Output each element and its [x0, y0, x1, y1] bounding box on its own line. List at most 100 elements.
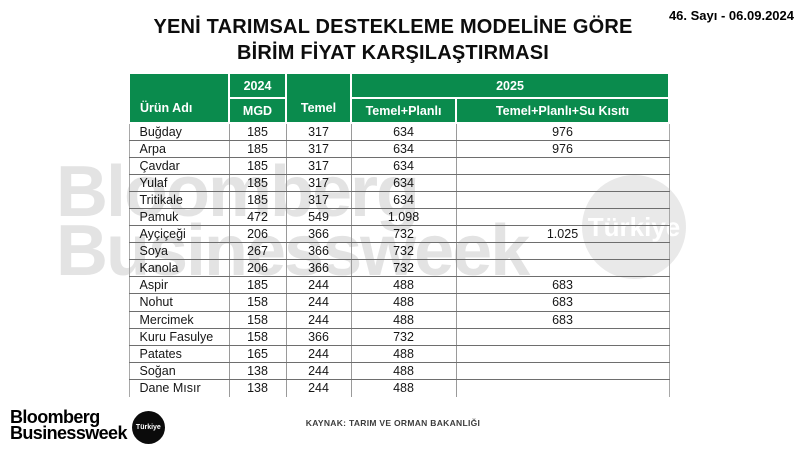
table-row: Aspir 185 244 488 683: [128, 276, 670, 295]
table-row: Soya 267 366 732: [128, 242, 670, 261]
table-row: Kuru Fasulye 158 366 732: [128, 328, 670, 346]
cell-temel-planli-su: 683: [455, 276, 670, 295]
cell-product: Mercimek: [128, 311, 229, 329]
table-row: Ayçiçeği 206 366 732 1.025: [128, 225, 670, 244]
cell-temel-planli: 732: [350, 328, 456, 346]
cell-mgd-2024: 138: [228, 362, 286, 380]
price-comparison-table: Ürün Adı 2024 Temel 2025 MGD Temel+Planl…: [128, 72, 670, 397]
cell-temel-planli: 488: [350, 276, 456, 295]
cell-product: Tritikale: [128, 191, 229, 209]
cell-mgd-2024: 158: [228, 293, 286, 312]
cell-temel: 244: [285, 311, 351, 329]
cell-product: Kuru Fasulye: [128, 328, 229, 346]
table-header: Ürün Adı 2024 Temel 2025 MGD Temel+Planl…: [128, 72, 670, 124]
cell-product: Kanola: [128, 259, 229, 278]
cell-temel: 366: [285, 328, 351, 346]
cell-product: Ayçiçeği: [128, 225, 229, 244]
cell-temel-planli: 1.098: [350, 208, 456, 227]
cell-mgd-2024: 185: [228, 191, 286, 209]
source-note: KAYNAK: TARIM VE ORMAN BAKANLIĞI: [305, 418, 481, 428]
cell-mgd-2024: 165: [228, 345, 286, 363]
cell-temel-planli: 732: [350, 259, 456, 278]
logo-line-2: Businessweek: [10, 422, 127, 443]
cell-temel-planli-su: [455, 379, 670, 397]
cell-temel-planli-su: [455, 157, 670, 175]
cell-temel-planli-su: 976: [455, 123, 670, 141]
cell-mgd-2024: 138: [228, 379, 286, 397]
table-row: Patates 165 244 488: [128, 345, 670, 363]
title-line-1: YENİ TARIMSAL DESTEKLEME MODELİNE GÖRE: [153, 16, 633, 38]
cell-temel-planli: 634: [350, 140, 456, 158]
table-row: Arpa 185 317 634 976: [128, 140, 670, 158]
cell-temel-planli: 488: [350, 379, 456, 397]
col-header-mgd: MGD: [228, 97, 287, 124]
cell-temel: 549: [285, 208, 351, 227]
cell-temel: 366: [285, 225, 351, 244]
cell-temel: 317: [285, 191, 351, 209]
cell-temel-planli: 488: [350, 362, 456, 380]
issue-date: 46. Sayı - 06.09.2024: [668, 8, 794, 23]
cell-mgd-2024: 206: [228, 225, 286, 244]
table-row: Mercimek 158 244 488 683: [128, 311, 670, 329]
cell-temel: 244: [285, 345, 351, 363]
bloomberg-businessweek-logo: Bloomberg Businessweek Türkiye: [10, 405, 165, 444]
cell-temel-planli-su: [455, 328, 670, 346]
cell-mgd-2024: 158: [228, 328, 286, 346]
cell-mgd-2024: 206: [228, 259, 286, 278]
cell-temel: 244: [285, 276, 351, 295]
logo-line-1: Bloomberg: [10, 406, 100, 427]
cell-temel: 317: [285, 140, 351, 158]
cell-temel-planli: 732: [350, 225, 456, 244]
title-line-2: BİRİM FİYAT KARŞILAŞTIRMASI: [236, 42, 550, 64]
cell-product: Çavdar: [128, 157, 229, 175]
cell-product: Arpa: [128, 140, 229, 158]
cell-temel-planli-su: [455, 259, 670, 278]
cell-product: Aspir: [128, 276, 229, 295]
table-row: Dane Mısır 138 244 488: [128, 379, 670, 397]
col-header-temel-planli-su: Temel+Planlı+Su Kısıtı: [455, 97, 670, 124]
table-row: Tritikale 185 317 634: [128, 191, 670, 209]
cell-temel-planli-su: 1.025: [455, 225, 670, 244]
cell-temel: 244: [285, 293, 351, 312]
col-group-2025: 2025: [350, 72, 670, 99]
table-row: Yulaf 185 317 634: [128, 174, 670, 192]
cell-temel-planli-su: [455, 345, 670, 363]
col-header-temel-planli: Temel+Planlı: [350, 97, 457, 124]
cell-temel: 366: [285, 242, 351, 261]
cell-product: Patates: [128, 345, 229, 363]
table-row: Soğan 138 244 488: [128, 362, 670, 380]
cell-temel: 317: [285, 157, 351, 175]
cell-temel-planli: 634: [350, 157, 456, 175]
cell-product: Nohut: [128, 293, 229, 312]
col-header-temel: Temel: [285, 72, 352, 124]
table-row: Nohut 158 244 488 683: [128, 293, 670, 312]
cell-mgd-2024: 185: [228, 157, 286, 175]
cell-temel: 317: [285, 174, 351, 192]
table-body: Buğday 185 317 634 976 Arpa 185 317 634 976 Çavdar…: [128, 123, 670, 397]
table-row: Pamuk 472 549 1.098: [128, 208, 670, 227]
turkiye-badge: Türkiye: [131, 411, 165, 444]
cell-product: Soya: [128, 242, 229, 261]
cell-product: Buğday: [128, 123, 229, 141]
cell-temel-planli: 488: [350, 293, 456, 312]
table-row: Çavdar 185 317 634: [128, 157, 670, 175]
cell-product: Dane Mısır: [128, 379, 229, 397]
cell-mgd-2024: 185: [228, 123, 286, 141]
cell-temel-planli: 634: [350, 174, 456, 192]
cell-temel-planli-su: [455, 242, 670, 261]
cell-product: Soğan: [128, 362, 229, 380]
table-row: Buğday 185 317 634 976: [128, 123, 670, 141]
col-group-2024: 2024: [228, 72, 287, 99]
cell-temel-planli-su: [455, 191, 670, 209]
cell-temel-planli-su: [455, 174, 670, 192]
cell-product: Pamuk: [128, 208, 229, 227]
cell-mgd-2024: 267: [228, 242, 286, 261]
cell-temel-planli-su: [455, 362, 670, 380]
table-row: Kanola 206 366 732: [128, 259, 670, 278]
cell-temel-planli-su: [455, 208, 670, 227]
cell-temel-planli: 488: [350, 311, 456, 329]
cell-temel: 366: [285, 259, 351, 278]
cell-temel: 317: [285, 123, 351, 141]
cell-product: Yulaf: [128, 174, 229, 192]
